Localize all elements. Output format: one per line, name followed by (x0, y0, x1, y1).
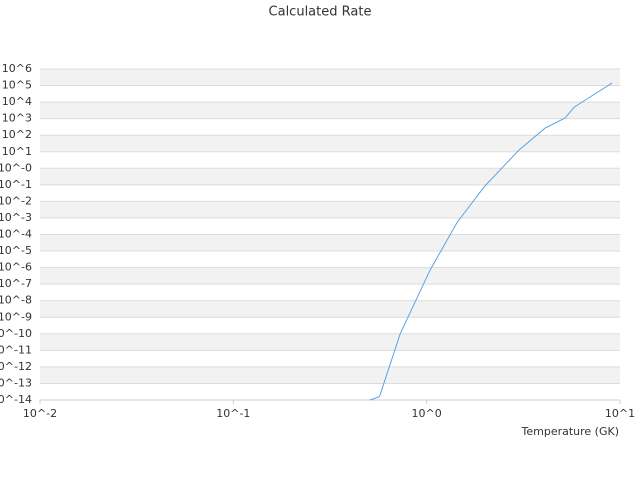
grid-band (40, 300, 620, 318)
grid-band (40, 333, 620, 351)
x-tick-label: 10^-1 (216, 407, 250, 420)
x-tick-label: 10^0 (412, 407, 442, 420)
y-tick-label: 10^-1 (0, 178, 32, 191)
y-tick-label: 10^1 (2, 145, 32, 158)
x-tick-label: 10^-2 (23, 407, 57, 420)
grid-band (40, 267, 620, 285)
grid-band (40, 366, 620, 384)
series-line (369, 82, 613, 401)
y-tick-label: 10^-3 (0, 211, 32, 224)
y-tick-label: 10^-5 (0, 244, 32, 257)
y-tick-label: 10^3 (2, 112, 32, 125)
y-tick-label: 10^2 (2, 128, 32, 141)
y-tick-label: 10^-4 (0, 228, 32, 241)
y-tick-label: 10^-12 (0, 360, 32, 373)
y-tick-label: 10^-8 (0, 294, 32, 307)
y-tick-label: 10^-14 (0, 393, 32, 406)
grid-band (40, 234, 620, 252)
y-tick-label: 10^-10 (0, 327, 32, 340)
y-tick-label: 10^5 (2, 79, 32, 92)
y-tick-label: 10^-11 (0, 343, 32, 356)
y-tick-label: 10^-9 (0, 310, 32, 323)
grid-band (40, 201, 620, 218)
grid-bands (40, 69, 620, 384)
x-tick-label: 10^1 (605, 407, 635, 420)
grid-band (40, 168, 620, 185)
y-tick-label: 10^-7 (0, 277, 32, 290)
grid-band (40, 102, 620, 119)
chart-title: Calculated Rate (269, 5, 372, 20)
y-tick-label: 10^-0 (0, 161, 32, 174)
grid-band (40, 135, 620, 152)
y-tick-label: 10^-2 (0, 194, 32, 207)
y-tick-label: 10^-13 (0, 376, 32, 389)
y-tick-label: 10^6 (2, 62, 32, 75)
x-axis-label: Temperature (GK) (521, 425, 620, 438)
y-tick-label: 10^-6 (0, 261, 32, 274)
grid-band (40, 69, 620, 86)
y-tick-label: 10^4 (2, 95, 32, 108)
